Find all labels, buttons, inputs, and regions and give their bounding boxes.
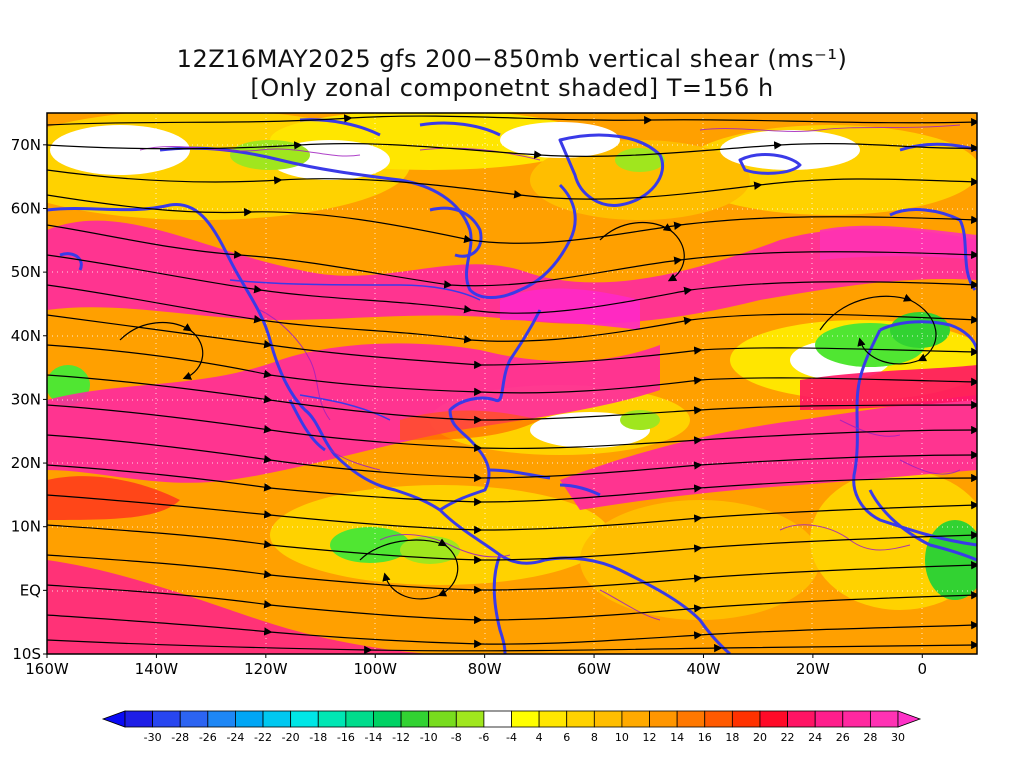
colorbar-swatch <box>759 710 788 728</box>
colorbar-swatch <box>400 710 430 728</box>
colorbar-swatch <box>676 710 706 728</box>
colorbar-label: 10 <box>615 731 629 744</box>
colorbar-label: -12 <box>392 731 410 744</box>
lat-tick-label: EQ <box>20 581 41 599</box>
colorbar-swatch <box>593 710 623 728</box>
chart-subtitle: [Only zonal componetnt shaded] T=156 h <box>250 74 774 102</box>
colorbar-label: -4 <box>506 731 517 744</box>
colorbar-swatch <box>179 710 209 728</box>
colorbar-label: -28 <box>171 731 189 744</box>
colorbar-swatch <box>566 710 595 728</box>
colorbar-label: -14 <box>364 731 382 744</box>
colorbar-label: -24 <box>226 731 244 744</box>
colorbar-swatch <box>373 710 402 728</box>
colorbar-label: 4 <box>536 731 543 744</box>
colorbar-swatch <box>428 710 457 728</box>
colorbar-label: 8 <box>591 731 598 744</box>
colorbar-label: -22 <box>254 731 272 744</box>
colorbar-label: -20 <box>282 731 300 744</box>
colorbar-label: -10 <box>420 731 438 744</box>
colorbar-label: -16 <box>337 731 355 744</box>
colorbar-swatch <box>290 710 319 728</box>
streamlines <box>47 114 977 654</box>
lon-tick-label: 140W <box>135 660 179 678</box>
colorbar-label: 14 <box>670 731 684 744</box>
lon-tick-label: 20W <box>796 660 830 678</box>
colorbar-label: -30 <box>144 731 162 744</box>
lat-tick-label: 10S <box>12 645 41 663</box>
colorbar-over-arrow <box>897 710 922 728</box>
chart-title: 12Z16MAY2025 gfs 200−850mb vertical shea… <box>176 45 848 73</box>
map-frame <box>46 112 978 655</box>
colorbar-under-arrow <box>101 710 126 728</box>
lat-tick-label: 20N <box>11 454 41 472</box>
colorbar-label: -18 <box>309 731 327 744</box>
colorbar-swatch <box>731 710 761 728</box>
lat-tick-label: 70N <box>11 136 41 154</box>
lon-tick-label: 120W <box>244 660 288 678</box>
colorbar-label: -26 <box>199 731 217 744</box>
colorbar-swatch <box>317 710 347 728</box>
lat-tick-label: 10N <box>11 518 41 536</box>
lon-tick-label: 160W <box>25 660 69 678</box>
colorbar-label: 20 <box>753 731 767 744</box>
lat-tick-label: 40N <box>11 327 41 345</box>
colorbar-swatch <box>621 710 650 728</box>
colorbar: -30 -28 -26 -24 -22 -20 -18 -16 -14 -12 -10 -8 -6 -4 4… <box>101 710 922 744</box>
colorbar-swatch <box>787 710 816 728</box>
colorbar-swatch <box>869 710 899 728</box>
colorbar-label: 12 <box>643 731 657 744</box>
lat-tick-label: 50N <box>11 263 41 281</box>
colorbar-swatch <box>235 710 264 728</box>
colorbar-swatch <box>207 710 236 728</box>
lon-tick-label: 80W <box>468 660 502 678</box>
lon-tick-label: 100W <box>354 660 398 678</box>
colorbar-swatch <box>152 710 181 728</box>
colorbar-swatch <box>649 710 678 728</box>
colorbar-swatch <box>262 710 292 728</box>
lon-tick-label: 0 <box>918 660 928 678</box>
colorbar-label: -6 <box>478 731 489 744</box>
longitude-axis: 160W 140W 120W 100W 80W 60W 40W 20W 0 <box>25 654 927 678</box>
colorbar-label: 24 <box>808 731 822 744</box>
lat-tick-label: 30N <box>11 390 41 408</box>
latitude-axis: 70N 60N 50N 40N 30N 20N 10N EQ 10S <box>11 136 47 663</box>
colorbar-label: 6 <box>563 731 570 744</box>
colorbar-swatch <box>511 710 540 728</box>
colorbar-swatch <box>124 710 154 728</box>
colorbar-swatch <box>455 710 485 728</box>
colorbar-swatch <box>842 710 871 728</box>
lon-tick-label: 40W <box>687 660 721 678</box>
colorbar-label: 22 <box>781 731 795 744</box>
colorbar-swatch <box>814 710 844 728</box>
lat-tick-label: 60N <box>11 199 41 217</box>
colorbar-label: 18 <box>725 731 739 744</box>
colorbar-label: 28 <box>863 731 877 744</box>
colorbar-swatch <box>704 710 733 728</box>
colorbar-swatch <box>538 710 568 728</box>
colorbar-label: -8 <box>451 731 462 744</box>
colorbar-label: 26 <box>836 731 850 744</box>
colorbar-label: 16 <box>698 731 712 744</box>
colorbar-label: 30 <box>891 731 905 744</box>
colorbar-swatch <box>483 710 512 728</box>
lon-tick-label: 60W <box>577 660 611 678</box>
colorbar-swatch <box>345 710 374 728</box>
